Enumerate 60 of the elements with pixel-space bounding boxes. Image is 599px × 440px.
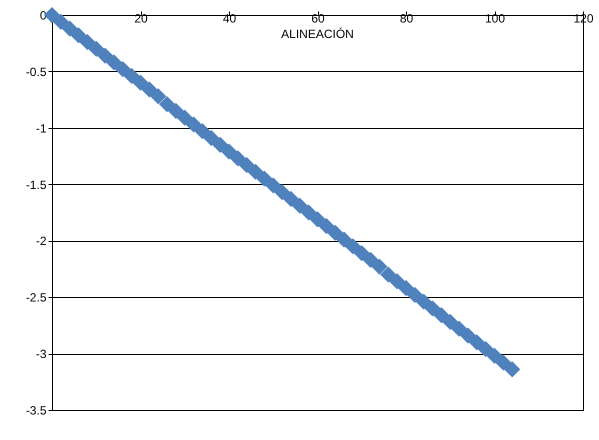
- point: [424, 300, 441, 316]
- point: [106, 54, 122, 70]
- point: [416, 294, 432, 310]
- point: [380, 266, 396, 283]
- point: [132, 74, 149, 91]
- point: [398, 280, 414, 296]
- point: [158, 96, 176, 112]
- point: [336, 232, 352, 248]
- point: [495, 354, 512, 371]
- point: [212, 136, 228, 153]
- point: [88, 40, 104, 57]
- point: [114, 61, 131, 78]
- point: [504, 361, 520, 378]
- point: [486, 348, 503, 364]
- point: [150, 88, 166, 104]
- point: [124, 68, 140, 84]
- point: [344, 238, 361, 254]
- point: [194, 123, 211, 140]
- point: [478, 340, 494, 358]
- point: [256, 170, 272, 187]
- point: [292, 198, 308, 214]
- point: [300, 204, 317, 221]
- point: [220, 143, 238, 160]
- point: [238, 157, 255, 174]
- point: [70, 27, 87, 44]
- point: [309, 211, 326, 228]
- y-tick-label: -3: [36, 347, 47, 362]
- point: [318, 218, 334, 234]
- point: [52, 14, 69, 30]
- point: [327, 224, 344, 241]
- point: [168, 102, 184, 119]
- point: [230, 150, 246, 166]
- point: [282, 190, 300, 208]
- point: [62, 20, 78, 37]
- point: [141, 81, 158, 98]
- point: [265, 177, 282, 194]
- point: [79, 34, 96, 50]
- y-tick-label: -2: [36, 234, 47, 248]
- point: [247, 164, 264, 180]
- text: ALINEACIÓN: [281, 26, 354, 41]
- point: [203, 130, 220, 146]
- point: [460, 327, 476, 344]
- y-tick-label: -2.5: [26, 290, 47, 305]
- y-tick-label: -3.5: [26, 404, 47, 418]
- point: [274, 184, 290, 200]
- point: [406, 286, 423, 303]
- point: [176, 110, 193, 126]
- point: [362, 252, 379, 268]
- y-tick-label: -0.5: [26, 64, 47, 79]
- point: [468, 334, 485, 350]
- point: [451, 320, 468, 337]
- point: [442, 314, 458, 330]
- point: [186, 116, 202, 133]
- y-tick-label: -1.5: [26, 178, 47, 192]
- y-tick-label: -1: [36, 121, 47, 136]
- point: [371, 258, 388, 275]
- point: [433, 307, 450, 324]
- point: [389, 273, 406, 290]
- point: [354, 245, 370, 262]
- point: [97, 48, 114, 64]
